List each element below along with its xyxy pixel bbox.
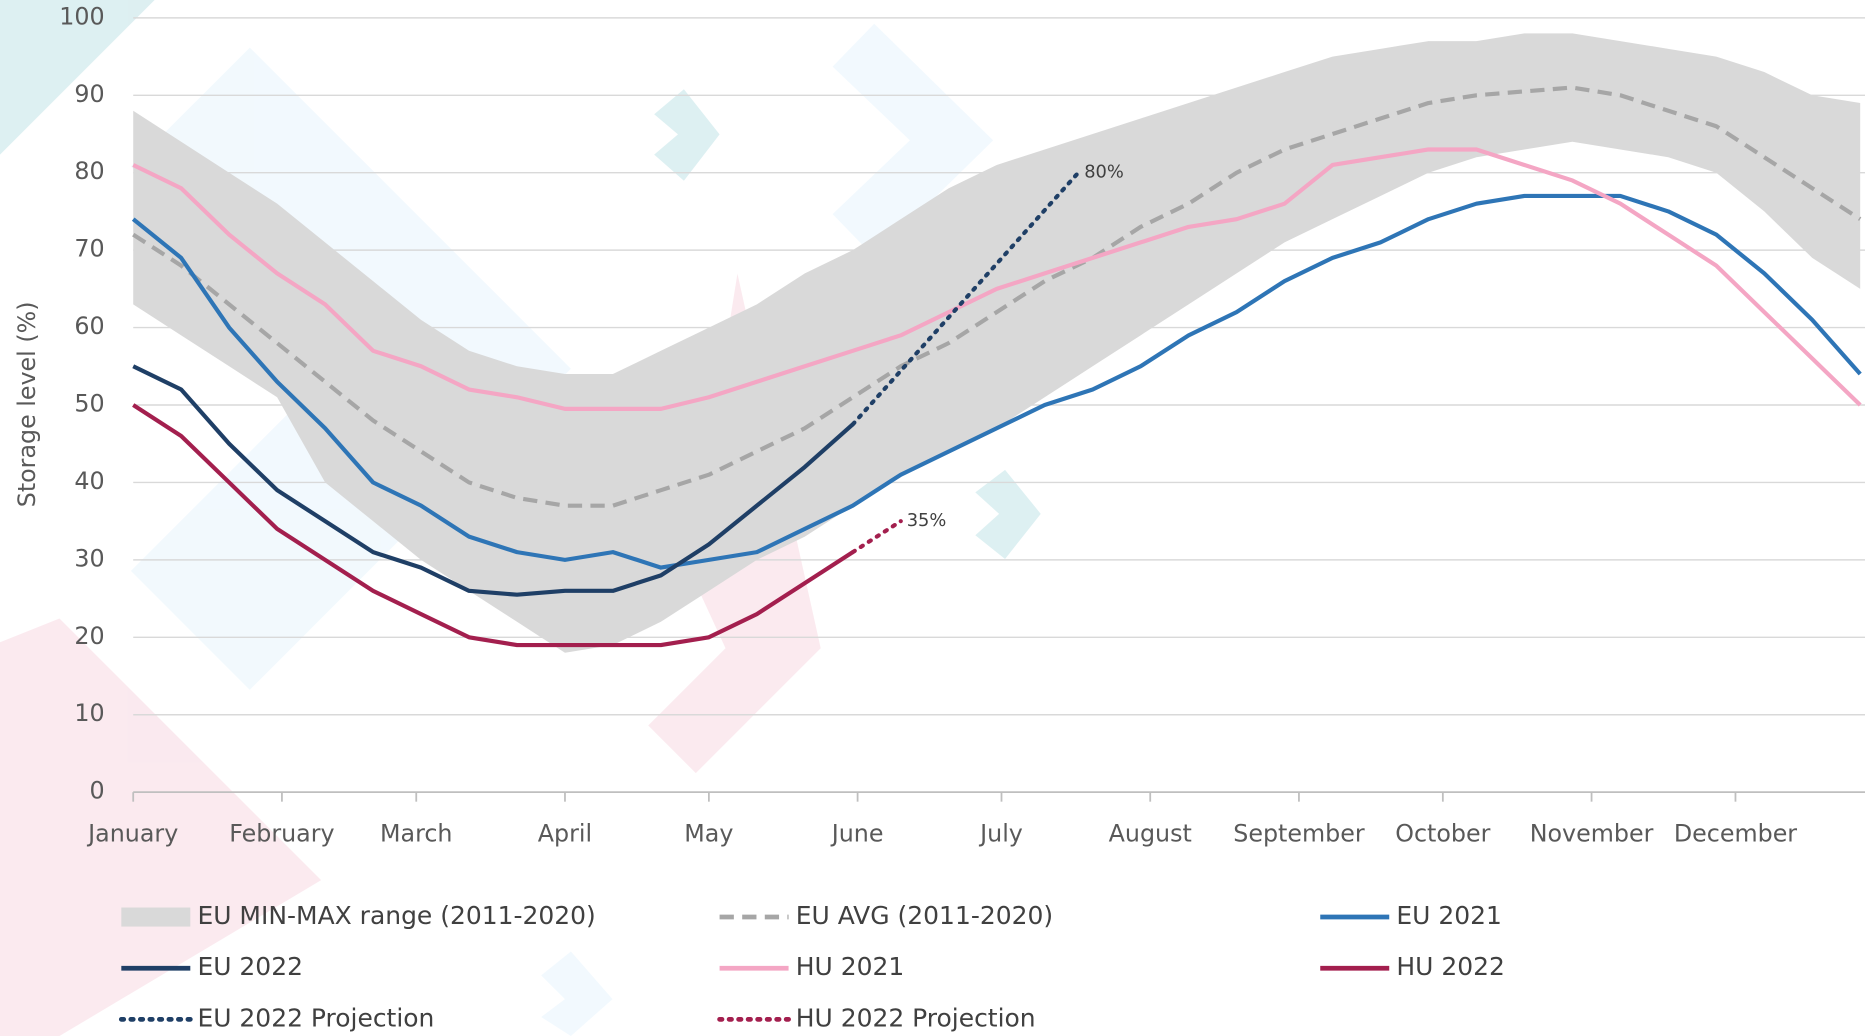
y-tick-label: 50 bbox=[74, 390, 104, 418]
x-tick-label: June bbox=[830, 819, 884, 847]
y-tick-label: 10 bbox=[74, 699, 104, 727]
y-tick-label: 20 bbox=[74, 622, 104, 650]
x-tick-label: November bbox=[1530, 819, 1654, 847]
legend-label: HU 2021 bbox=[796, 952, 905, 981]
legend-label: HU 2022 Projection bbox=[796, 1003, 1036, 1032]
value-label: 35% bbox=[907, 510, 947, 531]
legend-label: EU 2022 Projection bbox=[197, 1003, 434, 1032]
chart: Storage level (%) 0 10 20 30 40 50 60 70 80 90 100… bbox=[0, 0, 1865, 1036]
legend-swatch bbox=[121, 908, 190, 927]
x-tick-label: February bbox=[229, 819, 334, 847]
y-tick-label: 80 bbox=[74, 157, 104, 185]
x-tick-label: April bbox=[538, 819, 592, 847]
y-axis-label: Storage level (%) bbox=[13, 302, 41, 508]
x-tick-label: December bbox=[1674, 819, 1797, 847]
y-tick-label: 60 bbox=[74, 312, 104, 340]
y-tick-label: 30 bbox=[74, 544, 104, 572]
projection-line bbox=[853, 521, 901, 552]
x-tick-label: January bbox=[86, 819, 178, 847]
x-tick-label: March bbox=[380, 819, 452, 847]
y-tick-label: 40 bbox=[74, 467, 104, 495]
x-tick-label: August bbox=[1109, 819, 1192, 847]
x-tick-label: July bbox=[978, 819, 1023, 847]
y-tick-label: 70 bbox=[74, 235, 104, 263]
legend-label: EU 2022 bbox=[197, 952, 303, 981]
x-tick-label: May bbox=[684, 819, 733, 847]
legend-label: HU 2022 bbox=[1396, 952, 1505, 981]
x-tick-label: September bbox=[1233, 819, 1365, 847]
legend-label: EU MIN-MAX range (2011-2020) bbox=[197, 901, 595, 930]
y-tick-label: 90 bbox=[74, 80, 104, 108]
value-label: 80% bbox=[1084, 162, 1124, 183]
legend-label: EU AVG (2011-2020) bbox=[796, 901, 1053, 930]
legend-label: EU 2021 bbox=[1396, 901, 1502, 930]
y-tick-label: 0 bbox=[90, 777, 105, 805]
x-tick-label: October bbox=[1395, 819, 1490, 847]
y-tick-label: 100 bbox=[59, 2, 104, 30]
page: {"chart_data": { "type": "line", "y_labe… bbox=[0, 0, 1865, 1036]
